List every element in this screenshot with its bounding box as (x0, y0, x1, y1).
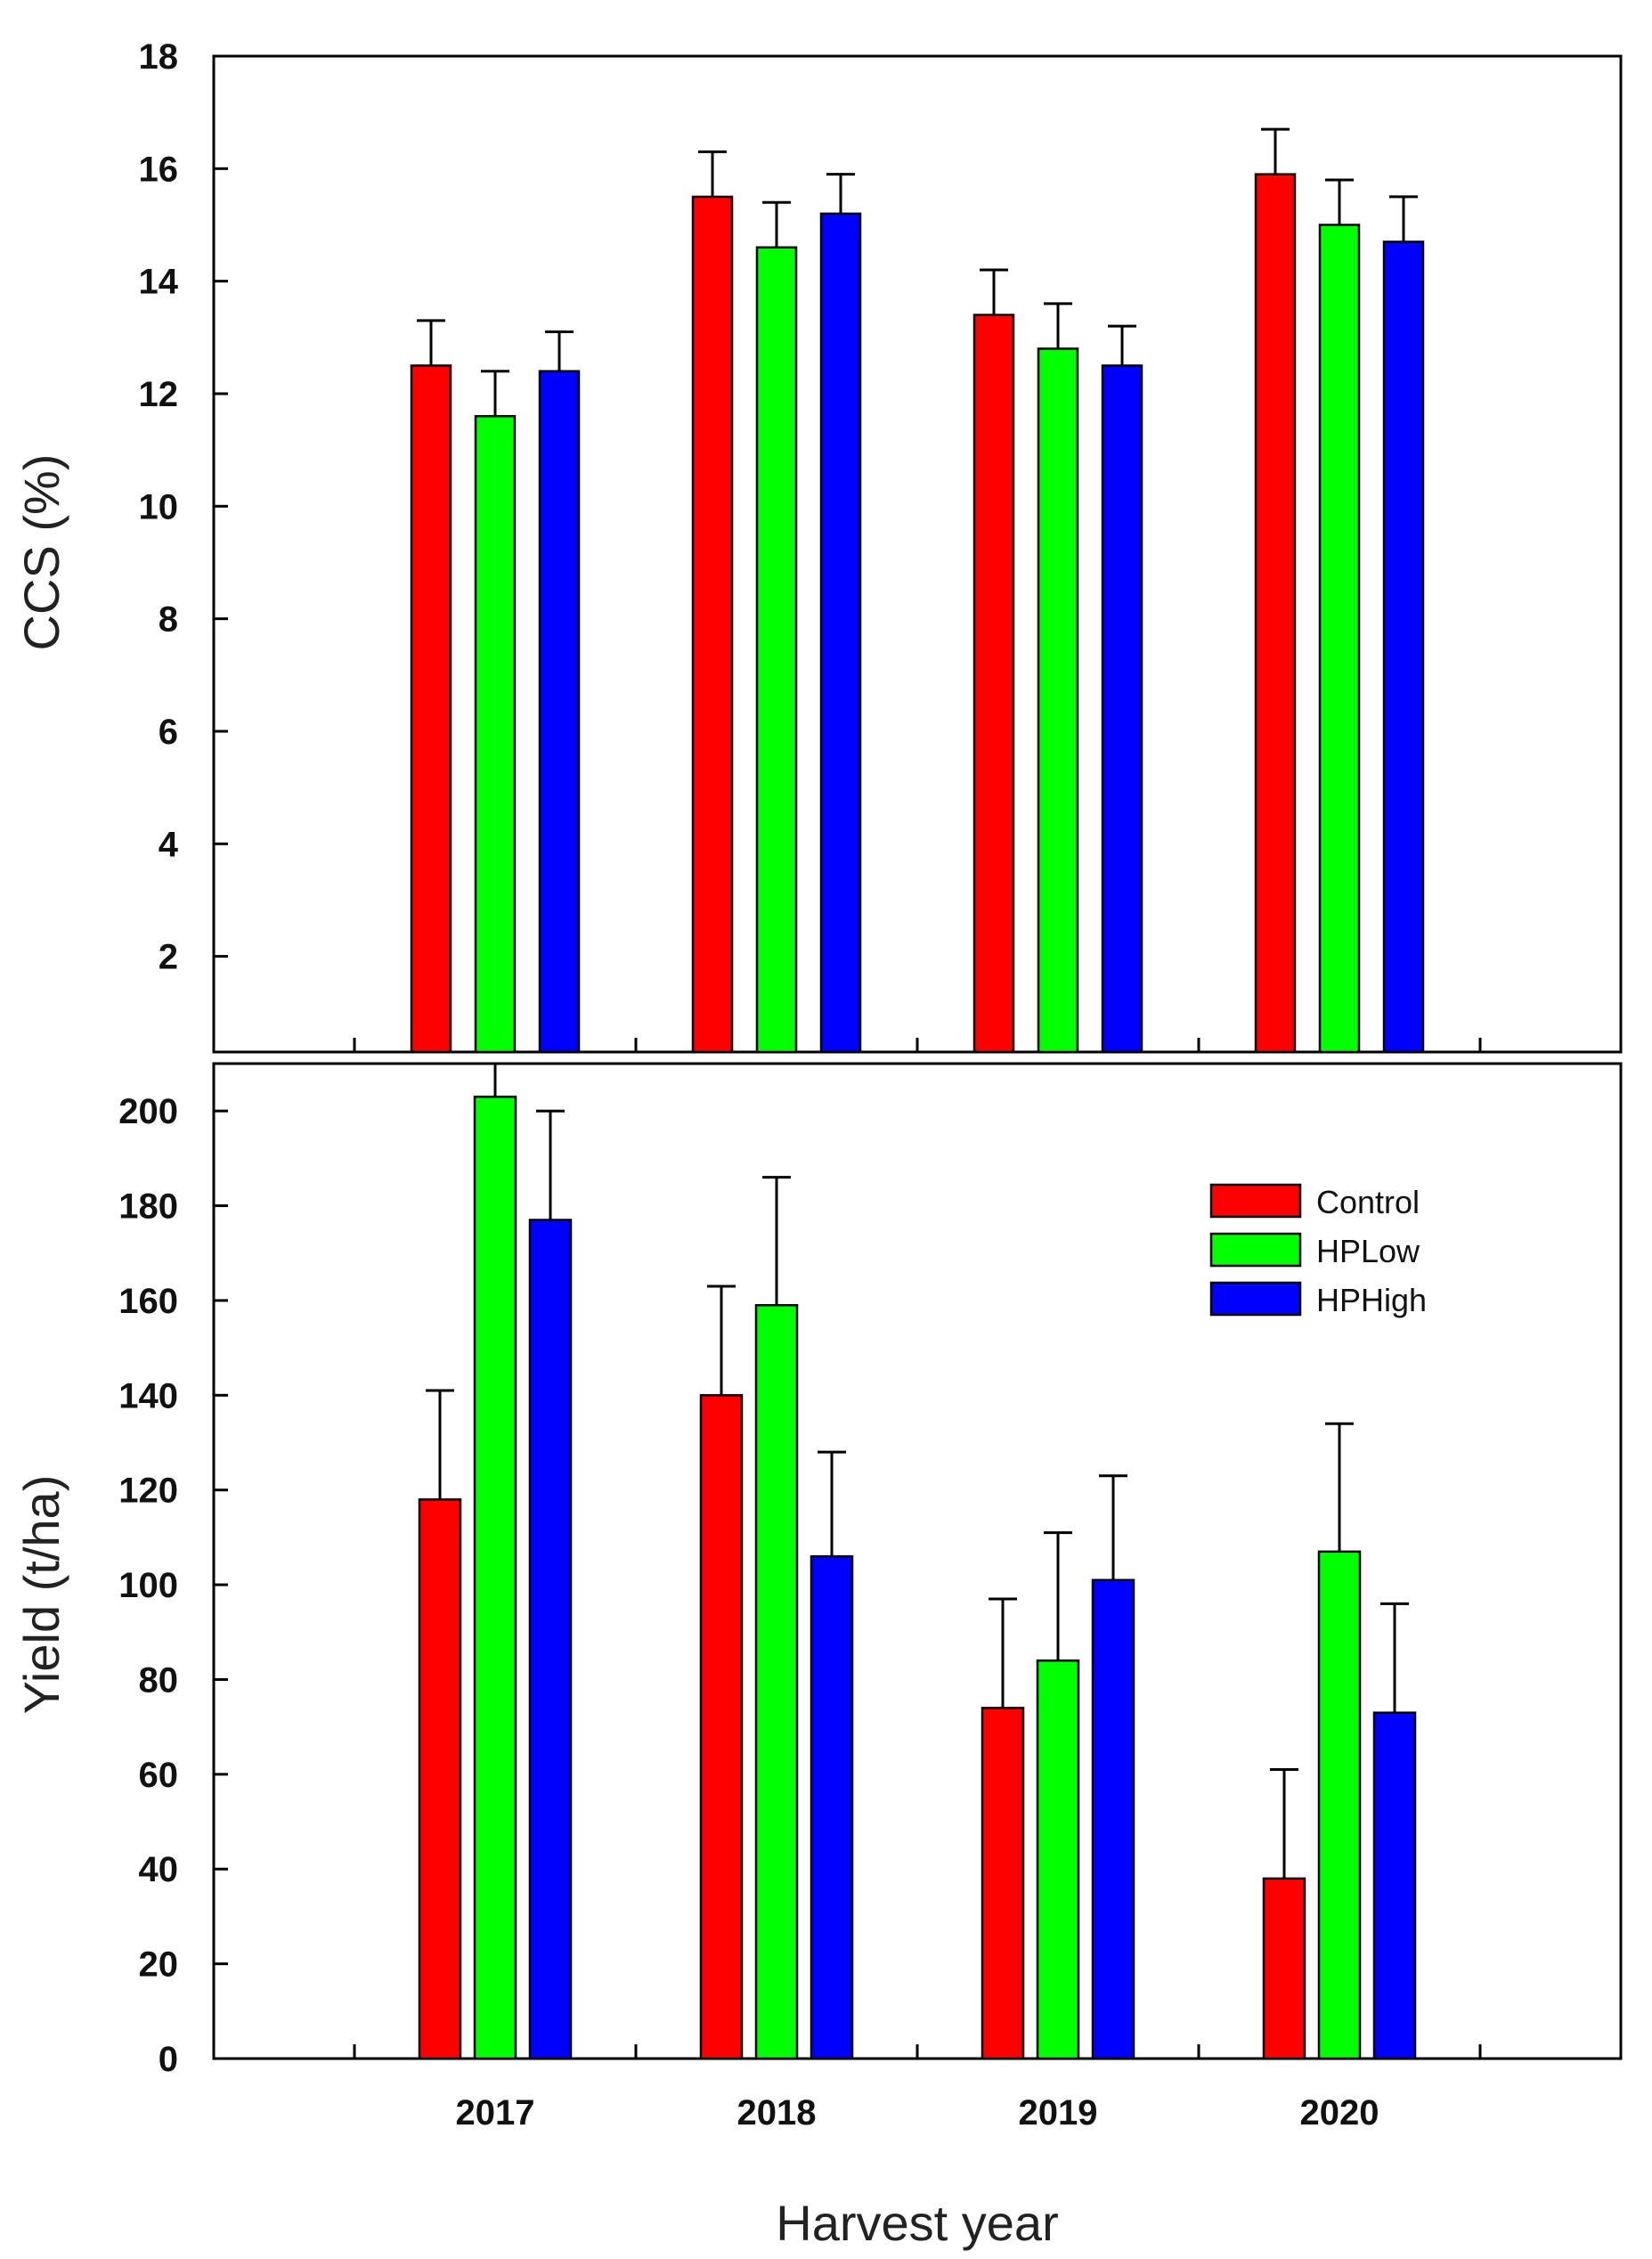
yield-y-tick-label: 40 (139, 1850, 179, 1889)
ccs-bar-hplow-2019 (1037, 347, 1079, 1054)
yield-bar-hplow-2019 (1036, 1659, 1080, 2060)
ccs-bar-control-2020 (1254, 173, 1297, 1054)
yield-y-tick-label: 160 (118, 1282, 178, 1321)
ccs-bar-hplow-2018 (755, 246, 798, 1054)
yield-bar-hphigh-2018 (810, 1554, 854, 2060)
ccs-y-tick-label: 12 (139, 375, 179, 414)
legend: Control HPLow HPHigh (1209, 1183, 1427, 1318)
legend-label-hphigh: HPHigh (1316, 1282, 1427, 1318)
ccs-y-tick-label: 4 (159, 825, 179, 864)
yield-bar-hplow-2018 (754, 1304, 799, 2060)
ccs-y-tick-label: 18 (139, 37, 179, 77)
ccs-bar-control-2017 (410, 364, 452, 1054)
ccs-y-axis-title: CCS (%) (13, 454, 69, 651)
yield-y-tick-label: 20 (139, 1945, 179, 1985)
legend-label-control: Control (1316, 1184, 1420, 1220)
yield-bar-control-2019 (981, 1707, 1025, 2060)
ccs-bar-hphigh-2018 (819, 212, 862, 1054)
ccs-chart-panel: 2 4 6 8 10 12 14 16 18 CCS (%) (13, 37, 1623, 1054)
yield-x-tick-label: 2018 (737, 2093, 817, 2133)
yield-y-tick-label: 120 (118, 1472, 178, 1511)
yield-x-tick-label: 2020 (1300, 2093, 1379, 2133)
ccs-bar-hphigh-2019 (1101, 364, 1143, 1054)
yield-bar-control-2017 (418, 1498, 462, 2060)
yield-y-tick-label: 0 (159, 2040, 178, 2079)
ccs-y-tick-label: 8 (159, 600, 178, 640)
ccs-bar-hplow-2017 (474, 414, 517, 1054)
yield-x-axis-title: Harvest year (776, 2195, 1058, 2251)
yield-x-tick-label: 2019 (1019, 2093, 1098, 2133)
ccs-bar-control-2018 (691, 195, 734, 1054)
legend-swatch-hphigh (1209, 1281, 1302, 1317)
legend-swatch-hplow (1209, 1232, 1302, 1268)
yield-bar-hplow-2017 (473, 1095, 517, 2060)
ccs-bar-hplow-2020 (1318, 224, 1361, 1054)
yield-x-tick-label: 2017 (456, 2093, 535, 2133)
yield-bar-control-2018 (699, 1394, 744, 2060)
yield-y-axis-title: Yield (t/ha) (13, 1475, 69, 1715)
yield-y-tick-label: 100 (118, 1566, 178, 1605)
ccs-y-tick-label: 14 (139, 263, 179, 302)
legend-swatch-control (1209, 1183, 1302, 1219)
ccs-bar-hphigh-2017 (538, 370, 581, 1054)
yield-bar-hphigh-2019 (1091, 1578, 1135, 2060)
ccs-bar-control-2019 (972, 314, 1015, 1054)
yield-y-tick-label: 80 (139, 1660, 179, 1700)
yield-bar-hphigh-2017 (528, 1219, 573, 2060)
yield-bar-hplow-2020 (1317, 1550, 1362, 2060)
yield-y-tick-label: 180 (118, 1187, 178, 1227)
ccs-y-tick-label: 10 (139, 487, 179, 526)
ccs-y-tick-label: 2 (159, 938, 178, 977)
yield-y-tick-label: 200 (118, 1092, 178, 1131)
ccs-y-tick-label: 6 (159, 713, 178, 752)
yield-y-tick-label: 60 (139, 1756, 179, 1795)
ccs-bar-hphigh-2020 (1382, 241, 1425, 1054)
yield-bar-control-2020 (1262, 1877, 1306, 2060)
legend-label-hplow: HPLow (1316, 1233, 1420, 1269)
yield-y-tick-label: 140 (118, 1376, 178, 1415)
yield-bar-hphigh-2020 (1372, 1711, 1417, 2060)
ccs-y-tick-label: 16 (139, 150, 179, 189)
yield-chart-panel: 0 20 40 60 80 100 120 140 160 180 200 Yield (t/ha) 2… (13, 1062, 1623, 2251)
